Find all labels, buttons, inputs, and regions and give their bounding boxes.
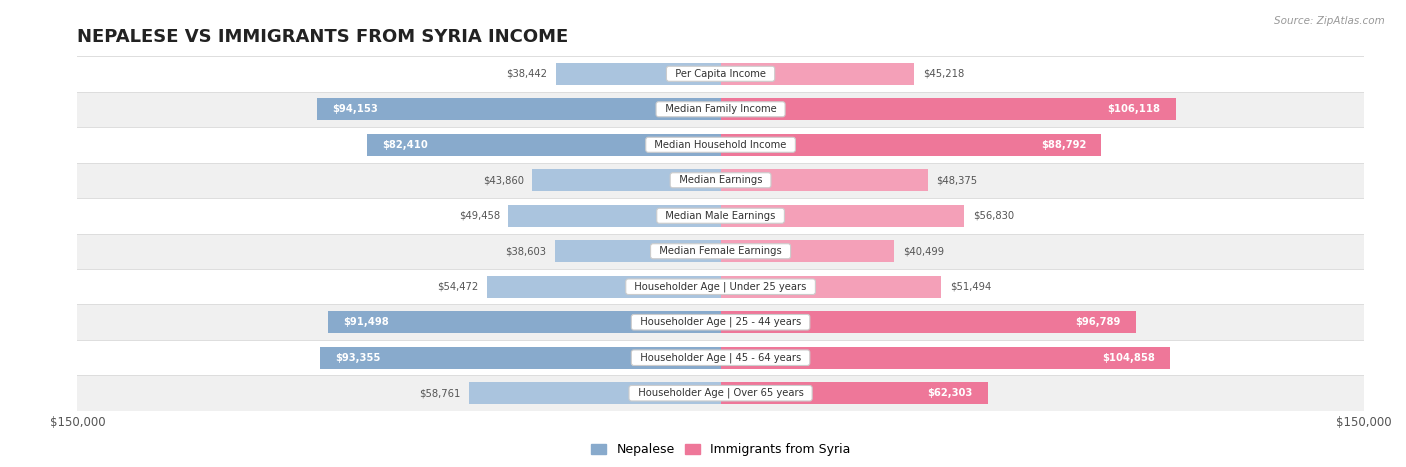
Bar xyxy=(486,276,721,298)
Bar xyxy=(77,304,1364,340)
Bar xyxy=(555,63,721,85)
Text: Median Male Earnings: Median Male Earnings xyxy=(659,211,782,221)
Legend: Nepalese, Immigrants from Syria: Nepalese, Immigrants from Syria xyxy=(586,439,855,461)
Bar xyxy=(77,269,1364,304)
Text: Per Capita Income: Per Capita Income xyxy=(669,69,772,79)
Bar xyxy=(509,205,721,227)
Text: $106,118: $106,118 xyxy=(1108,104,1160,114)
Text: $94,153: $94,153 xyxy=(332,104,378,114)
Bar xyxy=(721,347,1170,369)
Text: Source: ZipAtlas.com: Source: ZipAtlas.com xyxy=(1274,16,1385,26)
Text: $88,792: $88,792 xyxy=(1040,140,1087,150)
Bar xyxy=(721,205,965,227)
Bar xyxy=(77,92,1364,127)
Text: Median Family Income: Median Family Income xyxy=(658,104,783,114)
Bar xyxy=(77,56,1364,92)
Bar xyxy=(328,311,721,333)
Text: $45,218: $45,218 xyxy=(924,69,965,79)
Text: $62,303: $62,303 xyxy=(928,388,973,398)
Bar xyxy=(321,347,721,369)
Bar xyxy=(77,127,1364,163)
Text: $38,442: $38,442 xyxy=(506,69,547,79)
Bar xyxy=(533,169,721,191)
Text: Householder Age | Over 65 years: Householder Age | Over 65 years xyxy=(631,388,810,398)
Bar xyxy=(316,98,721,120)
Bar xyxy=(555,240,721,262)
Text: $40,499: $40,499 xyxy=(903,246,943,256)
Bar xyxy=(721,311,1136,333)
Text: $51,494: $51,494 xyxy=(950,282,991,292)
Text: $38,603: $38,603 xyxy=(506,246,547,256)
Text: $48,375: $48,375 xyxy=(936,175,977,185)
Bar xyxy=(77,340,1364,375)
Bar xyxy=(77,375,1364,411)
Text: $43,860: $43,860 xyxy=(482,175,524,185)
Text: Median Household Income: Median Household Income xyxy=(648,140,793,150)
Text: $104,858: $104,858 xyxy=(1102,353,1156,363)
Bar xyxy=(721,240,894,262)
Bar xyxy=(721,276,942,298)
Bar xyxy=(77,198,1364,234)
Text: $93,355: $93,355 xyxy=(335,353,381,363)
Bar xyxy=(77,234,1364,269)
Text: Householder Age | Under 25 years: Householder Age | Under 25 years xyxy=(628,282,813,292)
Bar xyxy=(77,163,1364,198)
Text: NEPALESE VS IMMIGRANTS FROM SYRIA INCOME: NEPALESE VS IMMIGRANTS FROM SYRIA INCOME xyxy=(77,28,568,46)
Bar xyxy=(721,169,928,191)
Text: $56,830: $56,830 xyxy=(973,211,1014,221)
Bar xyxy=(367,134,721,156)
Text: $58,761: $58,761 xyxy=(419,388,460,398)
Text: $96,789: $96,789 xyxy=(1076,317,1121,327)
Bar xyxy=(721,63,914,85)
Text: $49,458: $49,458 xyxy=(458,211,501,221)
Text: Householder Age | 45 - 64 years: Householder Age | 45 - 64 years xyxy=(634,353,807,363)
Text: $54,472: $54,472 xyxy=(437,282,478,292)
Bar xyxy=(468,382,721,404)
Text: Median Earnings: Median Earnings xyxy=(672,175,769,185)
Bar xyxy=(721,382,988,404)
Bar xyxy=(721,134,1101,156)
Text: Householder Age | 25 - 44 years: Householder Age | 25 - 44 years xyxy=(634,317,807,327)
Text: Median Female Earnings: Median Female Earnings xyxy=(652,246,789,256)
Text: $82,410: $82,410 xyxy=(382,140,427,150)
Bar xyxy=(721,98,1175,120)
Text: $91,498: $91,498 xyxy=(343,317,389,327)
